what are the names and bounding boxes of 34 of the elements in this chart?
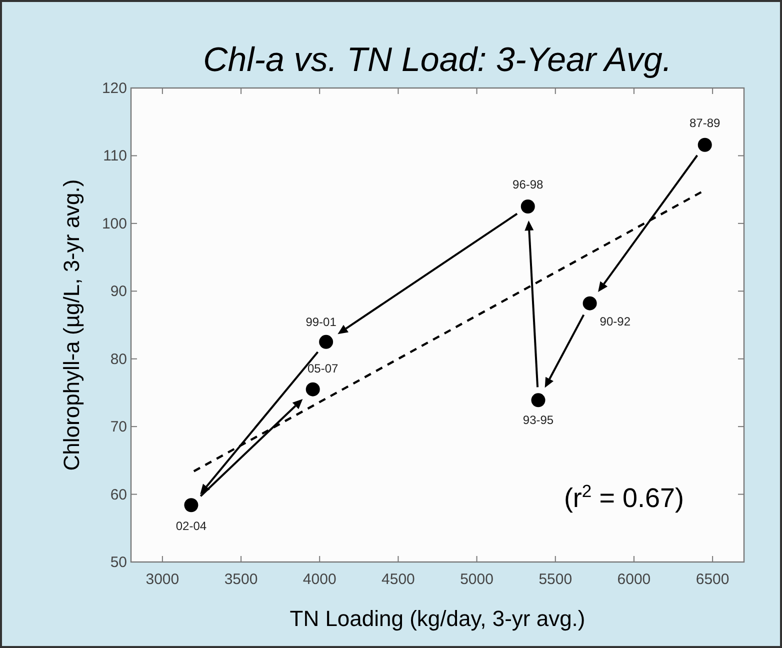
annotation: 87-89 <box>690 116 721 130</box>
annotation: 93-95 <box>522 413 554 428</box>
x-axis-title: TN Loading (kg/day, 3-yr avg.) <box>290 606 586 631</box>
y-tick-label: 100 <box>102 215 127 232</box>
point <box>531 393 546 408</box>
point <box>582 296 597 310</box>
x-tick-label: 3000 <box>146 571 180 588</box>
x-tick-label: 4000 <box>302 571 336 588</box>
x-tick-label: 5500 <box>538 571 572 588</box>
x-tick-label: 3500 <box>224 571 258 588</box>
annotation: 02-04 <box>176 519 207 534</box>
y-axis-title: Chlorophyll-a (µg/L, 3-yr avg.) <box>59 179 84 471</box>
point <box>319 334 334 349</box>
y-tick-label: 120 <box>102 80 127 97</box>
y-tick-label: 90 <box>110 283 127 300</box>
x-tick-label: 6000 <box>617 571 651 588</box>
y-tick-label: 70 <box>110 418 127 436</box>
point <box>520 200 535 214</box>
annotation: 96-98 <box>512 178 544 192</box>
x-tick-label: 5000 <box>460 571 494 588</box>
x-tick-label: 4500 <box>382 571 415 588</box>
y-tick-label: 50 <box>110 554 127 571</box>
annotation: 90-92 <box>600 314 631 328</box>
y-tick-label: 80 <box>110 350 127 368</box>
annotation: 99-01 <box>306 314 337 329</box>
y-tick-label: 110 <box>103 148 127 165</box>
point <box>698 138 712 152</box>
annotation: (r$^{2}$ = 0.67) <box>564 481 684 513</box>
chart-title: Chl-a vs. TN Load: 3-Year Avg. <box>203 41 672 79</box>
point <box>306 382 320 396</box>
y-tick-label: 60 <box>110 486 127 504</box>
x-tick-label: 6500 <box>696 571 730 588</box>
point <box>184 498 198 512</box>
annotation: 05-07 <box>308 361 339 376</box>
